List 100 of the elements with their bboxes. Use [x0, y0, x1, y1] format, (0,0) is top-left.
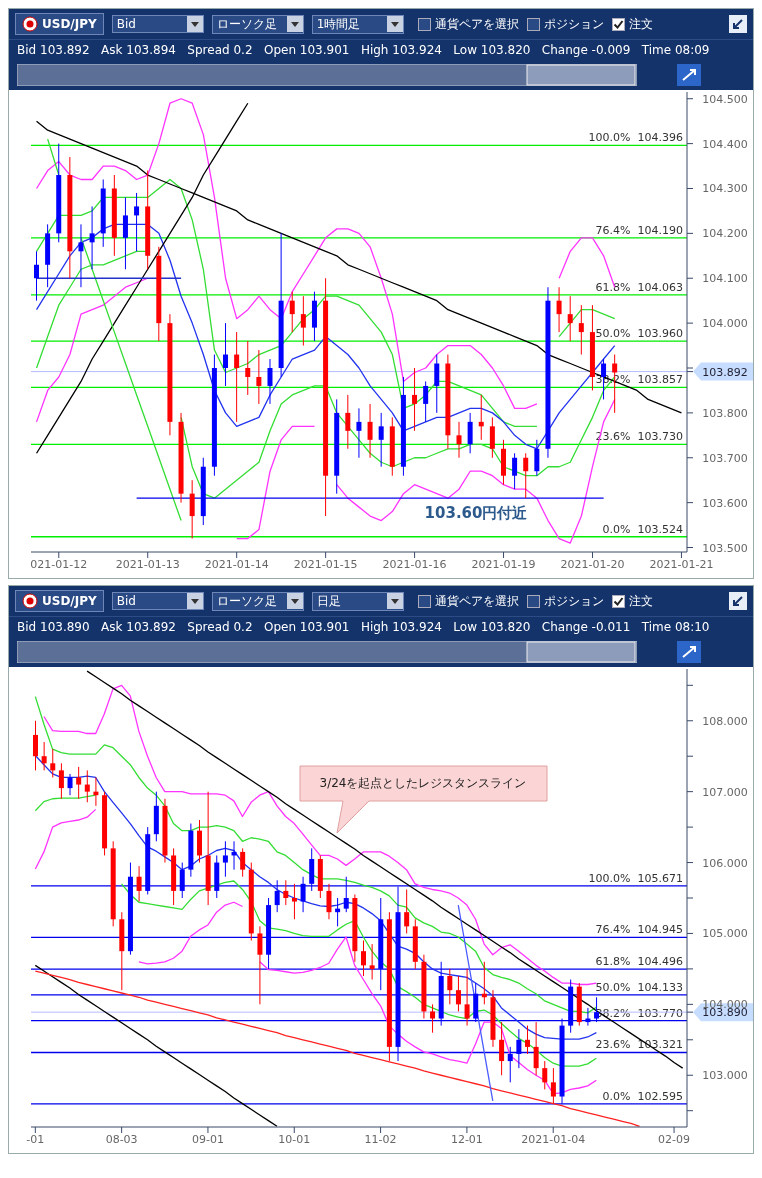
candlestick — [76, 766, 82, 800]
candlestick — [464, 968, 470, 1027]
y-tick-label: 108.000 — [702, 714, 748, 728]
candlestick — [343, 876, 349, 913]
ref-line-label: 0.0% 103.524 — [602, 522, 683, 536]
candlestick — [516, 1028, 522, 1069]
text: USD/JPY — [42, 17, 97, 31]
candlestick — [430, 1003, 436, 1034]
candlestick — [34, 250, 39, 302]
text: 日足 — [316, 592, 341, 610]
annotation: 103.60円付近 — [424, 504, 529, 523]
candlestick — [134, 192, 140, 252]
x-tick-label: 2021-01-14 — [204, 557, 269, 571]
chart-subtitle: Bid 103.890 Ask 103.892 Spread 0.2 Open 103.901 High 103.924 Low 103.820 Change -0.011 Time 08:10 — [9, 616, 753, 637]
candlestick — [345, 394, 351, 450]
text: ローソク足 — [216, 592, 277, 610]
ref-line-label: 0.0% 102.595 — [602, 1089, 683, 1103]
candlestick — [179, 862, 185, 899]
line-series — [86, 670, 684, 1069]
text: ローソク足 — [216, 15, 277, 33]
candlestick — [41, 741, 47, 771]
candlestick — [447, 968, 453, 1005]
x-tick-label: 2021-01-21 — [649, 557, 714, 571]
candlestick — [222, 840, 228, 878]
text: 1時間足 — [316, 15, 361, 33]
candlestick — [534, 439, 540, 477]
x-tick-label: 11-02 — [364, 1132, 397, 1146]
x-tick-label: 2021-01-20 — [560, 557, 625, 571]
x-tick-label: 021-01-12 — [30, 557, 88, 571]
y-tick-label: 103.892 — [702, 365, 748, 379]
ref-line-label: 100.0% 105.671 — [588, 871, 683, 885]
candlestick — [533, 1021, 539, 1076]
x-tick-label: 2021-01-19 — [471, 557, 536, 571]
y-tick-label: 105.000 — [702, 927, 748, 941]
candlestick — [489, 416, 495, 459]
y-tick-label: 103.000 — [702, 1069, 748, 1083]
y-tick-label: 104.400 — [702, 137, 748, 151]
candlestick — [369, 943, 375, 981]
candlestick — [550, 1067, 556, 1105]
y-tick-label: 103.700 — [702, 451, 748, 465]
x-tick-label: 08-03 — [105, 1132, 138, 1146]
ref-line-label: 76.4% 104.190 — [595, 223, 683, 237]
text: 通貨ペアを選択 — [434, 15, 519, 33]
candlestick — [423, 380, 429, 423]
annotation: 3/24を起点としたレジスタンスライン — [318, 775, 528, 792]
line-series — [457, 904, 494, 1102]
text: 通貨ペアを選択 — [434, 592, 519, 610]
x-tick-label: 02-09 — [658, 1132, 691, 1146]
candlestick — [512, 452, 518, 490]
candlestick — [257, 925, 263, 1005]
candlestick — [404, 888, 410, 934]
ref-line-label: 61.8% 104.063 — [595, 280, 683, 294]
candlestick — [455, 975, 461, 1012]
candlestick — [300, 295, 306, 347]
x-tick-label: 2021-01-13 — [115, 557, 180, 571]
candlestick — [361, 940, 366, 977]
line-series — [34, 964, 278, 1127]
text: Bid — [116, 17, 136, 31]
candlestick — [267, 358, 273, 405]
candlestick — [50, 748, 56, 778]
y-tick-label: 104.200 — [702, 227, 748, 241]
candlestick — [189, 479, 195, 540]
candlestick — [356, 407, 362, 459]
candlestick — [223, 322, 229, 387]
text: ポジション — [543, 15, 604, 33]
ref-line-label: 100.0% 104.396 — [588, 131, 683, 145]
ref-line-label: 76.4% 104.945 — [595, 923, 683, 937]
candlestick — [467, 412, 473, 454]
text: Bid — [116, 594, 136, 608]
y-tick-label: 104.000 — [702, 317, 748, 331]
y-tick-label: 103.800 — [702, 406, 748, 420]
text: USD/JPY — [42, 594, 97, 608]
candlestick — [274, 879, 280, 913]
candlestick — [542, 1060, 548, 1090]
candlestick — [234, 331, 240, 423]
candlestick — [412, 367, 418, 432]
candlestick — [291, 883, 297, 920]
ref-line-label: 50.0% 104.133 — [595, 980, 683, 994]
candlestick — [33, 720, 38, 771]
candlestick — [136, 865, 142, 903]
y-tick-label: 103.600 — [702, 496, 748, 510]
x-tick-label: 2021-01-04 — [521, 1132, 586, 1146]
y-tick-label: 107.000 — [702, 785, 748, 799]
x-tick-label: 12-01 — [450, 1132, 483, 1146]
candlestick — [245, 340, 251, 396]
candlestick — [556, 286, 562, 333]
candlestick — [122, 196, 128, 270]
text: 注文 — [628, 15, 653, 33]
x-tick-label: 10-01 — [278, 1132, 311, 1146]
candlestick — [67, 773, 73, 796]
candlestick — [567, 295, 573, 342]
ref-line-label: 61.8% 104.496 — [595, 955, 683, 969]
candlestick — [84, 769, 90, 803]
y-tick-label: 106.000 — [702, 856, 748, 870]
candlestick — [289, 291, 295, 333]
candlestick — [240, 847, 246, 878]
candlestick — [58, 762, 64, 800]
candlestick — [499, 1021, 505, 1076]
ref-line-label: 50.0% 103.960 — [595, 327, 683, 341]
candlestick — [283, 879, 289, 906]
